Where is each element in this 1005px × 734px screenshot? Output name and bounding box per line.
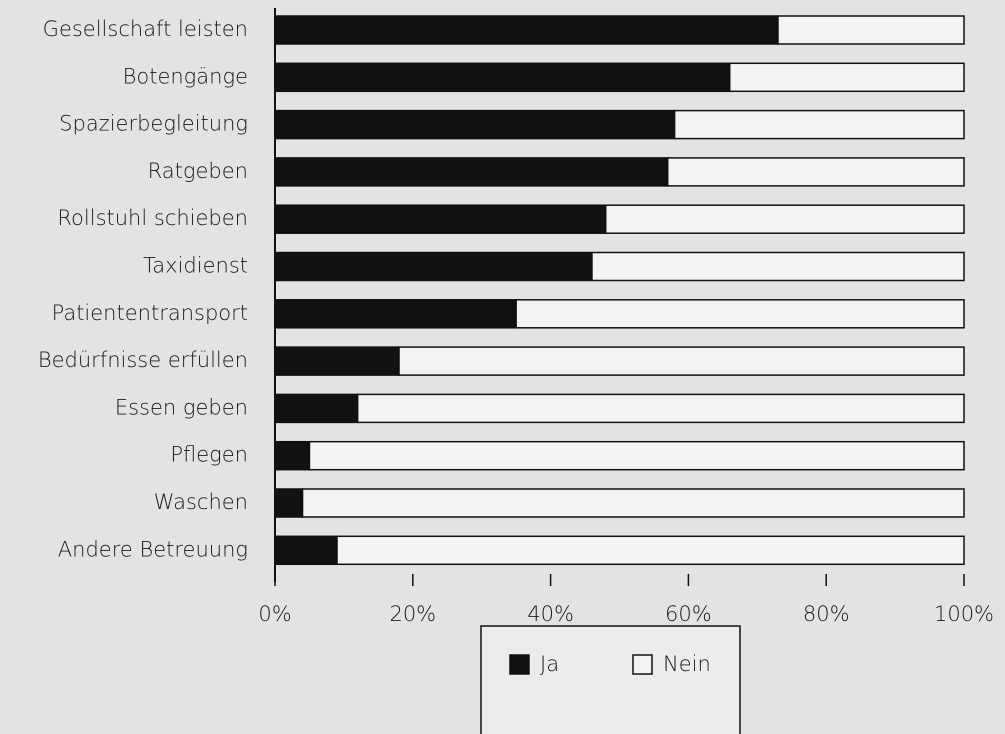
y-tick-label: Botengänge [123,64,248,88]
bar-segment [274,346,400,376]
legend-box [480,625,741,734]
legend-swatch [509,654,530,675]
bar-segment [356,393,965,424]
bar-segment [274,15,779,45]
bar-segment [274,251,593,282]
bar-segment [666,157,965,187]
x-tick-label: 80% [803,602,850,626]
bar-segment [398,346,965,376]
y-tick-label: Pflegen [170,443,248,467]
y-tick-label: Andere Betreuung [58,537,248,561]
bar-segment [336,535,965,566]
y-tick-label: Gesellschaft leisten [43,17,248,41]
x-tick-label: 0% [258,602,291,626]
y-tick-label: Patiententransport [52,301,248,325]
bar-segment [591,251,965,282]
x-tick-label: 20% [389,602,436,626]
y-tick-label: Ratgeben [148,159,248,183]
bar-segment [274,393,359,424]
legend-swatch [632,654,653,675]
y-tick-label: Rollstuhl schieben [57,206,248,230]
bar-segment [777,15,965,45]
bar-segment [308,440,965,471]
legend-label: Ja [540,652,559,676]
bar-segment [301,488,965,518]
y-tick-label: Taxidienst [143,254,248,278]
bar-segment [274,488,304,518]
bar-segment [274,204,607,234]
bar-segment [274,157,669,187]
y-tick-label: Essen geben [115,395,248,419]
bar-segment [274,535,338,566]
x-tick-label: 60% [665,602,712,626]
bar-segment [604,204,965,234]
legend-label: Nein [663,652,711,676]
y-tick-label: Bedürfnisse erfüllen [38,348,248,372]
bar-segment [274,440,311,471]
x-tick-label: 40% [527,602,574,626]
bar-segment [515,299,965,329]
bar-segment [673,109,965,140]
bar-segment [274,299,517,329]
bar-segment [274,109,676,140]
y-tick-label: Spazierbegleitung [59,112,248,136]
bar-segment [728,62,965,93]
y-tick-label: Waschen [154,490,248,514]
bar-segment [274,62,731,93]
x-tick-label: 100% [934,602,994,626]
